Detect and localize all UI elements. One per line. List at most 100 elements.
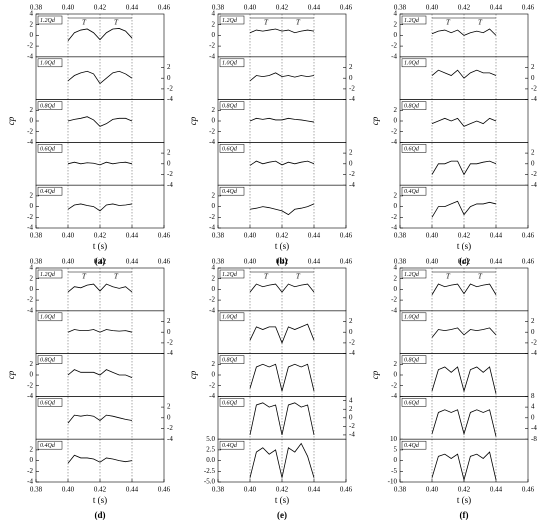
cp-line: [431, 409, 497, 437]
cp-line: [67, 369, 133, 379]
y-tick-label: -2: [349, 422, 355, 430]
x-tick-label-top: 0.44: [126, 4, 139, 12]
y-axis-label: cp: [370, 370, 380, 379]
x-tick-label-top: 0.42: [94, 258, 107, 266]
y-tick-label: -4: [209, 392, 215, 400]
y-tick-label: -2: [27, 213, 33, 221]
y-tick-label: 2: [30, 274, 34, 282]
x-axis-label: t (s): [457, 241, 471, 251]
cp-line: [249, 28, 315, 34]
y-tick-label: 5.0: [206, 435, 215, 443]
y-tick-label: -4: [391, 224, 397, 232]
legend-label: 1.0Qd: [222, 61, 238, 67]
x-tick-label: 0.44: [126, 232, 139, 240]
x-tick-label-top: 0.44: [308, 4, 321, 12]
legend-box: [401, 144, 427, 153]
cp-line: [431, 327, 497, 338]
y-tick-label: 0: [394, 285, 398, 293]
legend-box: [37, 440, 63, 450]
cp-line: [249, 283, 315, 293]
cp-line: [431, 160, 497, 176]
y-tick-label: -4: [391, 306, 397, 314]
y-tick-label: -10: [388, 478, 398, 486]
panel-label: (d): [95, 510, 106, 520]
legend-box: [37, 186, 63, 196]
y-tick-label: 0: [167, 328, 171, 336]
x-tick-label: 0.38: [30, 486, 43, 494]
y-tick-label: 0: [349, 328, 353, 336]
legend-box: [219, 440, 245, 450]
y-tick-label: -4: [27, 306, 33, 314]
x-tick-label: 0.38: [394, 486, 407, 494]
legend-box: [37, 312, 63, 322]
y-tick-label: 2: [212, 192, 216, 200]
legend-box: [219, 15, 245, 25]
cp-line: [249, 402, 315, 436]
x-tick-label-top: 0.42: [458, 258, 471, 266]
y-tick-label: 0: [30, 285, 34, 293]
y-tick-label: 2: [30, 106, 34, 114]
y-tick-label: 0: [212, 117, 216, 125]
cp-line: [249, 160, 315, 166]
legend-label: 0.6Qd: [404, 146, 420, 152]
legend-label: 0.6Qd: [404, 400, 420, 406]
y-tick-label: -5.0: [204, 478, 216, 486]
legend-label: 0.6Qd: [40, 400, 56, 406]
legend-label: 0.8Qd: [222, 103, 238, 109]
legend-label: 0.4Qd: [40, 442, 56, 449]
y-tick-label: 0: [531, 413, 535, 421]
y-tick-label: -2: [209, 296, 215, 304]
legend-box: [219, 101, 245, 110]
x-tick-label: 0.44: [490, 232, 503, 240]
legend-label: 1.2Qd: [404, 272, 420, 278]
cp-line: [249, 363, 315, 392]
legend-label: 1.0Qd: [40, 61, 56, 67]
y-tick-label: 0: [531, 159, 535, 167]
y-tick-label: -4: [167, 95, 173, 103]
panel-label: (b): [277, 256, 288, 266]
y-tick-label: 0: [212, 202, 216, 210]
legend-label: 1.0Qd: [404, 315, 420, 321]
legend-label: 1.2Qd: [222, 18, 238, 24]
x-tick-label-top: 0.38: [212, 4, 225, 12]
legend-box: [219, 398, 245, 407]
y-tick-label: 2: [531, 63, 535, 71]
x-tick-label: 0.40: [426, 232, 439, 240]
legend-label: 0.8Qd: [404, 357, 420, 363]
period-label: T: [114, 19, 119, 27]
legend-label: 1.0Qd: [222, 315, 238, 321]
legend-box: [219, 269, 245, 279]
y-tick-label: -2: [349, 85, 355, 93]
y-tick-label: -4: [391, 138, 397, 146]
y-tick-label: 10: [390, 435, 398, 443]
y-tick-label: -2: [209, 213, 215, 221]
legend-label: 1.0Qd: [40, 315, 56, 321]
legend-box: [37, 58, 63, 68]
x-tick-label-top: 0.38: [394, 258, 407, 266]
x-tick-label-top: 0.38: [30, 4, 43, 12]
y-tick-label: -2: [391, 42, 397, 50]
legend-box: [401, 186, 427, 196]
y-tick-label: 2: [212, 20, 216, 28]
legend-label: 0.4Qd: [222, 188, 238, 195]
legend-label: 0.8Qd: [40, 103, 56, 109]
y-tick-label: 2: [394, 274, 398, 282]
cp-line: [249, 203, 315, 216]
x-tick-label-top: 0.40: [244, 258, 257, 266]
x-tick-label-top: 0.42: [276, 4, 289, 12]
y-tick-label: 2: [212, 360, 216, 368]
y-tick-label: 2: [394, 106, 398, 114]
y-tick-label: 4: [349, 396, 353, 404]
legend-box: [219, 58, 245, 68]
y-tick-label: 2: [531, 149, 535, 157]
legend-label: 1.2Qd: [404, 18, 420, 24]
y-tick-label: -4: [27, 52, 33, 60]
x-axis-label: t (s): [275, 495, 289, 505]
legend-box: [401, 15, 427, 25]
y-tick-label: -2: [531, 85, 537, 93]
x-tick-label-top: 0.40: [426, 4, 439, 12]
panel-label: (e): [277, 510, 287, 520]
y-tick-label: -2: [209, 127, 215, 135]
legend-label: 1.2Qd: [40, 18, 56, 24]
panel-label: (a): [95, 256, 106, 266]
